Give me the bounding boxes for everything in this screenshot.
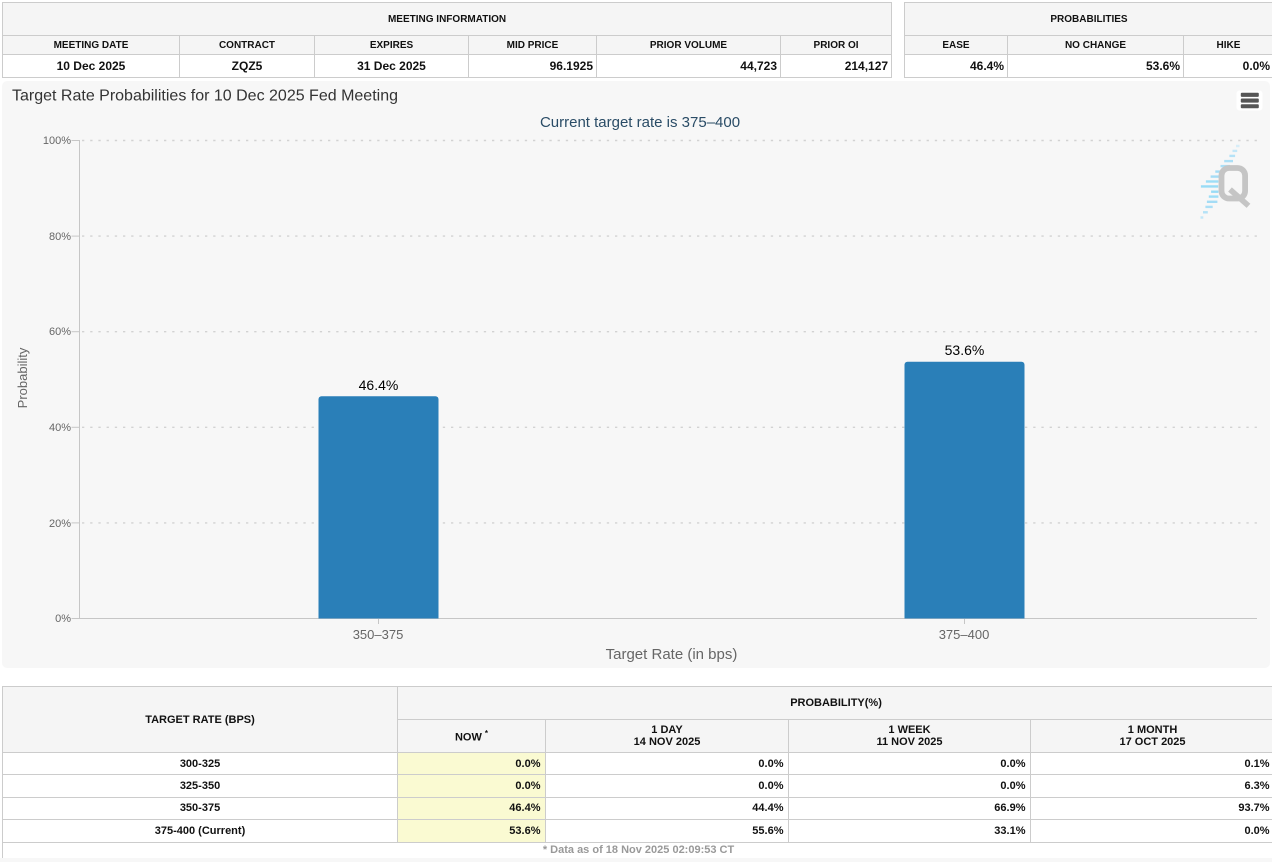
svg-text:375–400: 375–400 bbox=[939, 627, 990, 642]
svg-text:350–375: 350–375 bbox=[353, 627, 404, 642]
svg-text:80%: 80% bbox=[49, 231, 71, 243]
svg-text:0%: 0% bbox=[55, 613, 71, 625]
svg-text:100%: 100% bbox=[43, 135, 71, 147]
svg-text:Current target rate is 375–400: Current target rate is 375–400 bbox=[540, 114, 740, 131]
svg-text:Target Rate Probabilities for: Target Rate Probabilities for 10 Dec 202… bbox=[12, 88, 398, 105]
svg-text:53.6%: 53.6% bbox=[945, 342, 985, 358]
svg-text:60%: 60% bbox=[49, 326, 71, 338]
svg-text:20%: 20% bbox=[49, 518, 71, 530]
svg-text:Target Rate (in bps): Target Rate (in bps) bbox=[606, 646, 738, 663]
svg-text:46.4%: 46.4% bbox=[359, 377, 399, 393]
svg-text:40%: 40% bbox=[49, 422, 71, 434]
svg-text:Probability: Probability bbox=[15, 347, 30, 408]
